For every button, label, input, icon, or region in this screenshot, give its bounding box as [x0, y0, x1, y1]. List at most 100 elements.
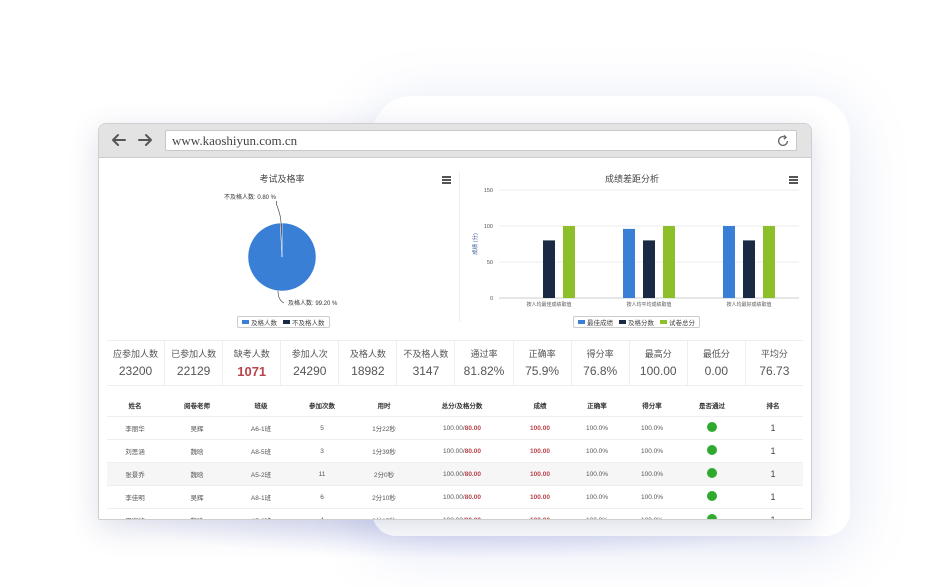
legend-item-total[interactable]: 试卷总分	[660, 317, 695, 327]
passed-status-icon	[707, 445, 717, 455]
back-arrow-icon[interactable]	[109, 130, 129, 150]
table-row[interactable]: 李丽华 吴辉 A6-1班 5 1分22秒 100.00/80.00 100.00 100.0%…	[107, 416, 803, 440]
column-header[interactable]: 姓名	[128, 403, 142, 410]
bar-passline[interactable]	[643, 240, 655, 298]
menu-icon[interactable]	[442, 176, 451, 184]
stat-card: 平均分 76.73	[746, 341, 803, 385]
cell-score: 100.00	[509, 462, 571, 486]
address-bar[interactable]: www.kaoshiyun.com.cn	[165, 130, 797, 151]
table-row[interactable]: 张景乔 魏晗 A5-2班 11 2分0秒 100.00/80.00 100.00 100.0%…	[107, 462, 803, 486]
column-header[interactable]: 用时	[377, 403, 391, 410]
table-row[interactable]: 刘思涵 魏晗 A8-5班 3 1分39秒 100.00/80.00 100.00 100.0%…	[107, 439, 803, 463]
bar-total[interactable]	[763, 226, 775, 298]
fail-label: 不及格人数: 0.80 %	[224, 193, 277, 201]
stat-value: 23200	[118, 364, 153, 378]
column-header[interactable]: 阅卷老师	[184, 403, 210, 410]
column-header[interactable]: 成绩	[533, 403, 547, 410]
stat-label: 最低分	[702, 349, 730, 359]
bar-best[interactable]	[723, 226, 735, 298]
reload-icon[interactable]	[776, 134, 790, 148]
cell-score: 100.00	[509, 439, 571, 463]
cell-rank: 1	[743, 439, 803, 463]
column-header[interactable]: 得分率	[642, 403, 662, 410]
stat-card: 参加人次 24290	[281, 341, 340, 385]
url-text: www.kaoshiyun.com.cn	[172, 133, 298, 148]
cell-duration: 2分10秒	[353, 485, 415, 509]
stat-value: 75.9%	[525, 364, 560, 378]
cell-teacher: 吴辉	[163, 485, 231, 509]
table-row[interactable]: 李佳明 吴辉 A8-1班 6 2分10秒 100.00/80.00 100.00 100.0%…	[107, 485, 803, 509]
cell-passed	[681, 485, 743, 509]
cell-teacher: 吴辉	[163, 416, 231, 440]
browser-window: www.kaoshiyun.com.cn 考试及格率 不及格人数: 0.80 %…	[98, 123, 812, 520]
menu-icon[interactable]	[789, 176, 798, 184]
cell-correct-rate: 100.0%	[571, 439, 623, 463]
column-header[interactable]: 排名	[766, 403, 780, 410]
table-header: 姓名 阅卷老师 班级 参加次数 用时 总分/及格分数 成绩 正确率 得分率 是否通过 排名	[107, 394, 803, 417]
y-tick-label: 0	[490, 296, 493, 302]
legend-item-passline[interactable]: 及格分数	[619, 317, 654, 327]
cell-class: A8-1班	[231, 485, 291, 509]
stat-value: 100.00	[639, 364, 677, 378]
cell-score-rate: 100.0%	[623, 508, 681, 519]
column-header[interactable]: 正确率	[587, 403, 607, 410]
bar-passline[interactable]	[543, 240, 555, 298]
stat-label: 通过率	[470, 349, 498, 359]
cell-class: A6-1班	[231, 416, 291, 440]
legend-item-pass[interactable]: 及格人数	[242, 317, 277, 327]
pie-title: 考试及格率	[259, 174, 305, 184]
cell-class: A7-6班	[231, 508, 291, 519]
cell-total-pass: 100.00/80.00	[415, 439, 509, 463]
pie-slice-fail[interactable]	[280, 222, 283, 258]
column-header[interactable]: 总分/及格分数	[441, 403, 483, 410]
bar-total[interactable]	[563, 226, 575, 298]
pass-rate-panel: 考试及格率 不及格人数: 0.80 % 及格人数: 99.20 % 及格人数 不及…	[107, 164, 457, 332]
forward-arrow-icon[interactable]	[135, 130, 155, 150]
panel-divider	[459, 172, 460, 322]
cell-score-rate: 100.0%	[623, 462, 681, 486]
column-header[interactable]: 是否通过	[699, 403, 725, 410]
bar-legend: 最佳成绩 及格分数 试卷总分	[573, 316, 700, 328]
stat-card: 最高分 100.00	[630, 341, 688, 385]
cell-times: 11	[291, 462, 353, 486]
cell-name: 张景乔	[107, 462, 163, 486]
bar-passline[interactable]	[743, 240, 755, 298]
cell-name: 周家欣	[107, 508, 163, 519]
legend-item-fail[interactable]: 不及格人数	[283, 317, 325, 327]
cell-score: 100.00	[509, 485, 571, 509]
cell-score-rate: 100.0%	[623, 485, 681, 509]
cell-passed	[681, 439, 743, 463]
bar-best[interactable]	[623, 228, 635, 298]
pie-chart: 不及格人数: 0.80 % 及格人数: 99.20 %	[224, 193, 338, 307]
stat-label: 参加人次	[291, 349, 328, 359]
bar-total[interactable]	[663, 226, 675, 298]
table-row[interactable]: 周家欣魏晗A7-6班42分15秒100.00/80.00100.00100.0%…	[107, 508, 803, 520]
column-header[interactable]: 班级	[254, 403, 268, 410]
total-score: 100.00/	[443, 447, 465, 455]
pass-score: 80.00	[464, 516, 481, 520]
legend-item-best[interactable]: 最佳成绩	[578, 317, 613, 327]
cell-class: A5-2班	[231, 462, 291, 486]
cell-passed	[681, 416, 743, 440]
cell-duration: 2分15秒	[353, 508, 415, 519]
y-tick-label: 50	[487, 260, 493, 266]
pass-leader-line	[277, 290, 285, 304]
stat-label: 最高分	[644, 349, 672, 359]
stat-value: 18982	[351, 364, 385, 378]
cell-name: 李丽华	[107, 416, 163, 440]
stat-card: 正确率 75.9%	[514, 341, 572, 385]
passed-status-icon	[707, 514, 717, 519]
cell-score-rate: 100.0%	[623, 416, 681, 440]
cell-total-pass: 100.00/80.00	[415, 485, 509, 509]
cell-total-pass: 100.00/80.00	[415, 416, 509, 440]
cell-correct-rate: 100.0%	[571, 508, 623, 519]
cell-score-rate: 100.0%	[623, 439, 681, 463]
stat-card: 缺考人数 1071	[223, 341, 282, 385]
stat-card: 不及格人数 3147	[397, 341, 456, 385]
cell-duration: 1分39秒	[353, 439, 415, 463]
total-score: 100.00/	[443, 424, 465, 432]
cell-passed	[681, 508, 743, 519]
column-header[interactable]: 参加次数	[309, 403, 335, 410]
stat-card: 得分率 76.8%	[572, 341, 630, 385]
stat-value: 1071	[237, 364, 267, 379]
